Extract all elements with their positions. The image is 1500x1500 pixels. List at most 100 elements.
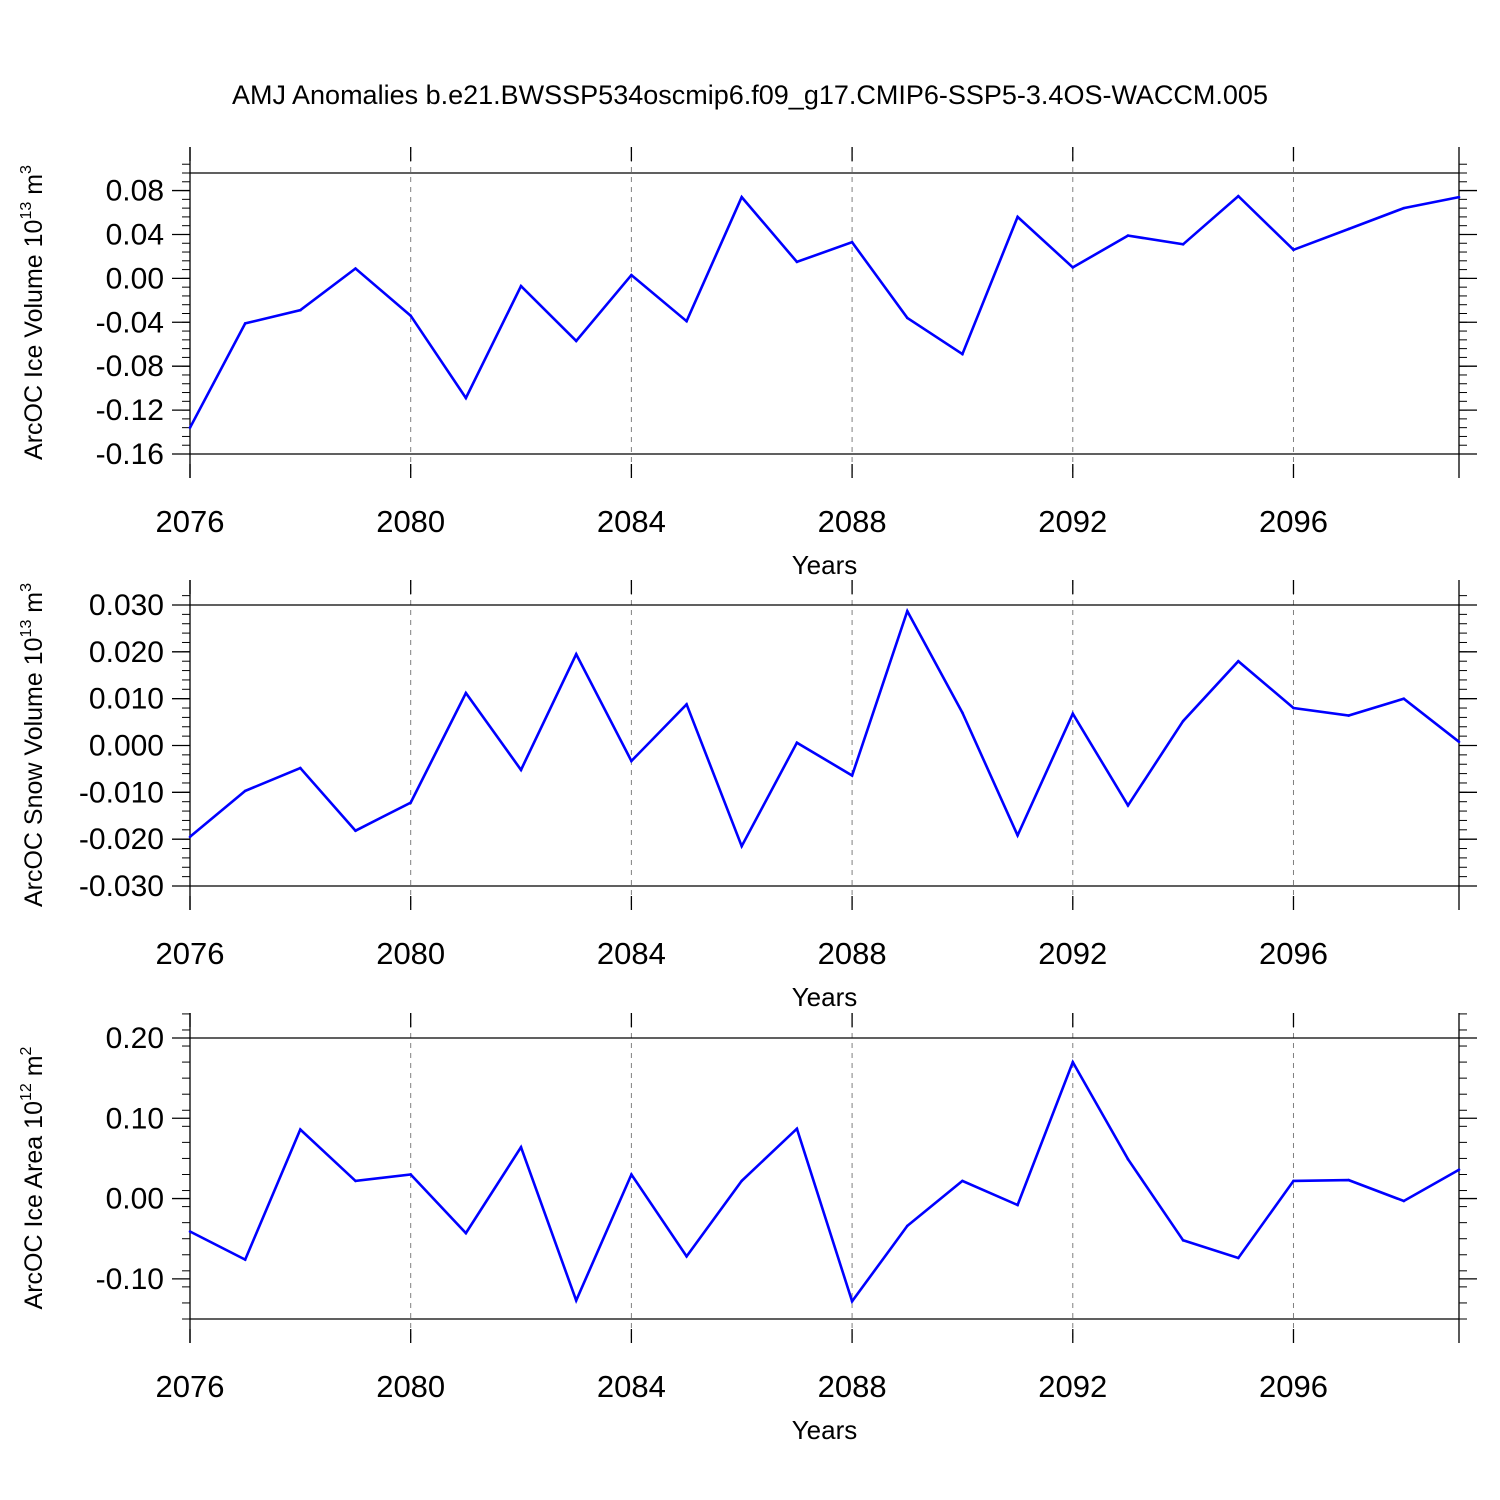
data-point (1292, 706, 1295, 710)
data-point (519, 284, 523, 288)
y-tick-label: -0.030 (79, 870, 164, 903)
chart-panel-1: -0.16 -0.12 -0.08 -0.04 0.00 0.04 0.08 2076 2080… (18, 147, 1477, 580)
data-point (354, 267, 357, 270)
data-point (464, 691, 468, 695)
y-tick-label: 0.000 (89, 730, 164, 763)
y-tick-label: -0.08 (96, 350, 164, 383)
data-point (188, 1230, 192, 1233)
data-point (574, 652, 578, 656)
data-point (961, 1179, 964, 1183)
page-title: AMJ Anomalies b.e21.BWSSP534oscmip6.f09_… (232, 80, 1268, 110)
y-axis-label-unit: m (20, 1055, 48, 1083)
y-tick-label: -0.020 (79, 823, 164, 856)
x-tick-label: 2084 (597, 936, 666, 971)
data-point (961, 711, 964, 715)
data-point (1181, 243, 1185, 246)
x-tick-label: 2088 (818, 504, 887, 539)
data-point (1237, 659, 1240, 663)
x-axis-label: Years (792, 1415, 858, 1445)
y-tick-label: 0.20 (106, 1022, 164, 1055)
data-point (574, 339, 578, 343)
y-tick-label: -0.04 (96, 306, 164, 339)
x-tick-label: 2088 (818, 1369, 887, 1404)
data-point (1347, 714, 1350, 717)
chart-panel-2: -0.030 -0.020 -0.010 0.000 0.010 0.020 0.030 20… (18, 580, 1477, 1012)
y-tick-label: -0.16 (96, 438, 164, 471)
data-point (1347, 227, 1350, 231)
data-point (850, 774, 854, 777)
data-point (464, 1231, 468, 1235)
x-tick-label: 2076 (156, 504, 225, 539)
data-point (1126, 234, 1130, 237)
y-tick-label: 0.00 (106, 1183, 164, 1216)
data-point (409, 801, 412, 804)
data-point (1126, 804, 1130, 807)
data-point (1457, 740, 1461, 744)
data-point (1016, 834, 1019, 837)
data-point (1457, 195, 1461, 199)
data-point (740, 1179, 744, 1183)
data-point (905, 316, 909, 320)
data-point (1237, 194, 1240, 198)
data-point (685, 702, 688, 706)
data-point (519, 1145, 523, 1149)
y-tick-label: 0.08 (106, 175, 164, 208)
data-point (685, 1255, 688, 1258)
x-tick-label: 2092 (1038, 504, 1107, 539)
y-tick-label: -0.010 (79, 776, 164, 809)
x-tick-label: 2084 (597, 504, 666, 539)
x-tick-label: 2088 (818, 936, 887, 971)
data-point (519, 768, 523, 772)
data-point (850, 240, 854, 244)
y-tick-label: 0.030 (89, 589, 164, 622)
x-tick-label: 2076 (156, 1369, 225, 1404)
data-point (409, 314, 412, 317)
data-point (354, 1179, 357, 1183)
y-tick-label: -0.12 (96, 394, 164, 427)
x-tick-label: 2092 (1038, 936, 1107, 971)
data-point (1402, 206, 1406, 210)
y-axis-label: ArcOC Ice Area 1012 m2 (18, 1046, 48, 1309)
data-point (685, 319, 688, 323)
data-point (1071, 712, 1075, 715)
x-axis-label: Years (792, 982, 858, 1012)
y-tick-label: 0.10 (106, 1102, 164, 1135)
y-tick-label: 0.00 (106, 262, 164, 295)
series-line (189, 1059, 1460, 1305)
data-point (905, 1224, 909, 1228)
data-point (409, 1173, 412, 1176)
data-point (1016, 1203, 1019, 1207)
data-point (243, 1258, 247, 1261)
data-point (299, 308, 302, 312)
x-tick-label: 2080 (376, 936, 445, 971)
data-point (1016, 215, 1019, 219)
chart-panel-3: -0.10 0.00 0.10 0.20 2076 2080 2084 2088 2092 209… (18, 1013, 1477, 1445)
y-axis-label-unit: m (20, 174, 48, 202)
data-point (1071, 266, 1075, 269)
y-axis-label-text: ArcOC Ice Area 10 (20, 1101, 48, 1309)
y-axis-label-text: ArcOC Ice Volume 10 (20, 220, 48, 460)
data-point (1457, 1168, 1461, 1171)
y-axis-label-unit-exponent: 2 (18, 1046, 35, 1055)
data-point (1237, 1256, 1240, 1260)
data-point (961, 352, 964, 356)
y-axis-label: ArcOC Ice Volume 1013 m3 (18, 165, 48, 460)
data-point (243, 322, 247, 325)
y-axis-label-exponent: 13 (18, 202, 35, 220)
x-tick-label: 2096 (1259, 936, 1328, 971)
y-axis-label-unit: m (20, 592, 48, 620)
y-axis-label-exponent: 13 (18, 620, 35, 638)
x-tick-label: 2096 (1259, 1369, 1328, 1404)
series-line (188, 194, 1460, 429)
data-point (188, 426, 192, 429)
y-axis-label-unit-exponent: 3 (18, 165, 35, 174)
data-point (795, 741, 799, 744)
data-point (574, 1299, 578, 1302)
x-tick-label: 2096 (1259, 504, 1328, 539)
x-axis-label: Years (792, 550, 858, 580)
y-axis-label-unit-exponent: 3 (18, 583, 35, 592)
y-axis-label-exponent: 12 (18, 1083, 35, 1101)
data-point (1181, 719, 1185, 723)
data-point (1402, 1199, 1406, 1203)
x-tick-label: 2076 (156, 936, 225, 971)
